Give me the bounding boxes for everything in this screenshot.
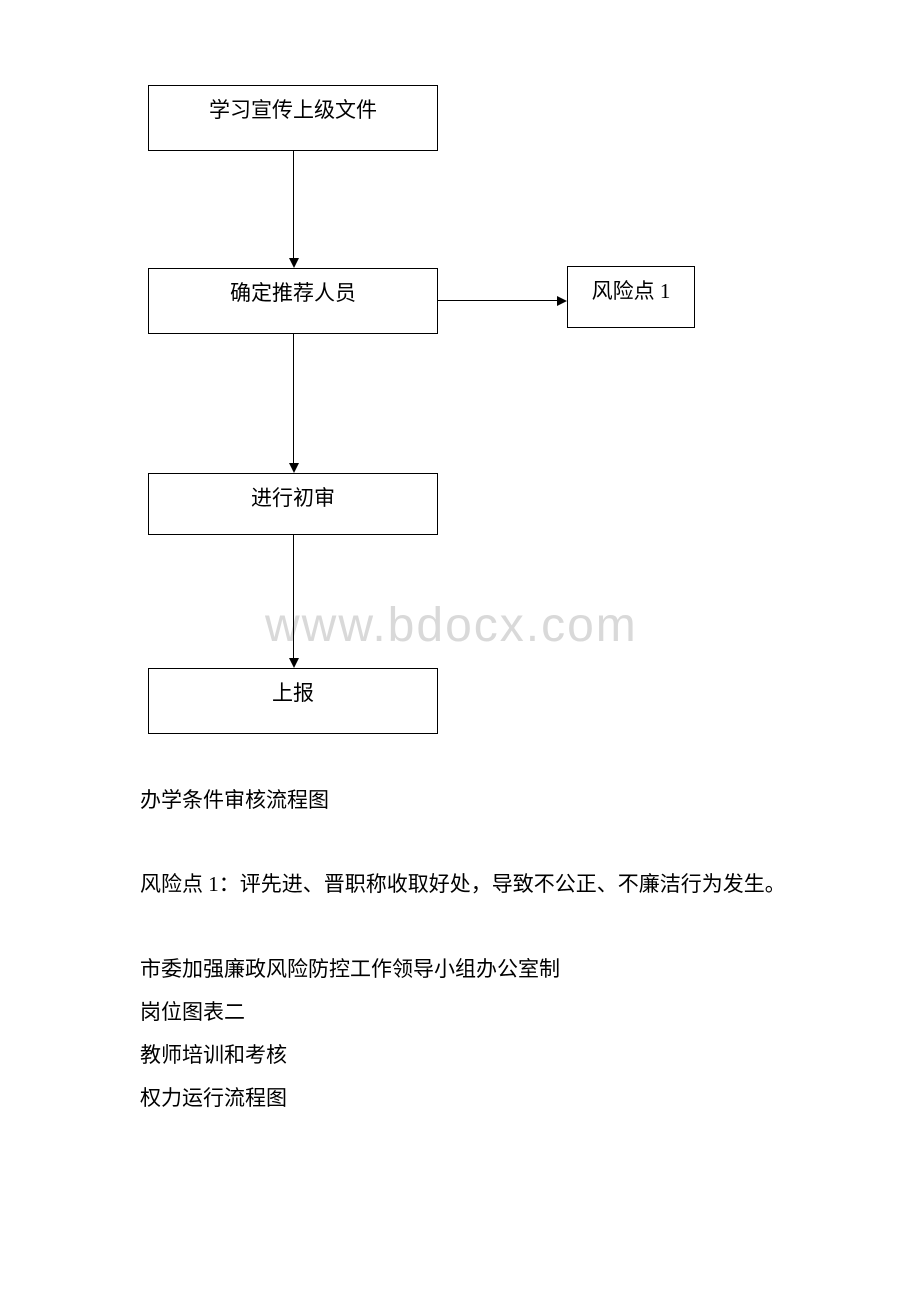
flowchart-node-1: 学习宣传上级文件 xyxy=(148,85,438,151)
footer-line-2: 岗位图表二 xyxy=(140,994,245,1032)
node-label: 上报 xyxy=(272,677,314,707)
node-label: 确定推荐人员 xyxy=(230,277,356,307)
arrow-head-icon xyxy=(289,658,299,668)
flowchart-caption: 办学条件审核流程图 xyxy=(140,782,329,820)
arrow-down-icon xyxy=(293,334,294,463)
arrow-head-icon xyxy=(557,296,567,306)
arrow-head-icon xyxy=(289,463,299,473)
footer-line-3: 教师培训和考核 xyxy=(140,1037,287,1075)
arrow-down-icon xyxy=(293,535,294,658)
footer-line-4: 权力运行流程图 xyxy=(140,1080,287,1118)
arrow-down-icon xyxy=(293,151,294,258)
node-label: 进行初审 xyxy=(251,482,335,512)
arrow-head-icon xyxy=(289,258,299,268)
risk-description: 风险点 1：评先进、晋职称收取好处，导致不公正、不廉洁行为发生。 xyxy=(140,866,786,904)
flowchart-risk-node: 风险点 1 xyxy=(567,266,695,328)
arrow-right-icon xyxy=(438,300,557,301)
node-label: 学习宣传上级文件 xyxy=(209,94,377,124)
node-label: 风险点 1 xyxy=(592,275,671,305)
watermark-text: www.bdocx.com xyxy=(265,598,638,653)
flowchart-node-2: 确定推荐人员 xyxy=(148,268,438,334)
footer-line-1: 市委加强廉政风险防控工作领导小组办公室制 xyxy=(140,951,560,989)
flowchart-node-3: 进行初审 xyxy=(148,473,438,535)
flowchart-node-4: 上报 xyxy=(148,668,438,734)
